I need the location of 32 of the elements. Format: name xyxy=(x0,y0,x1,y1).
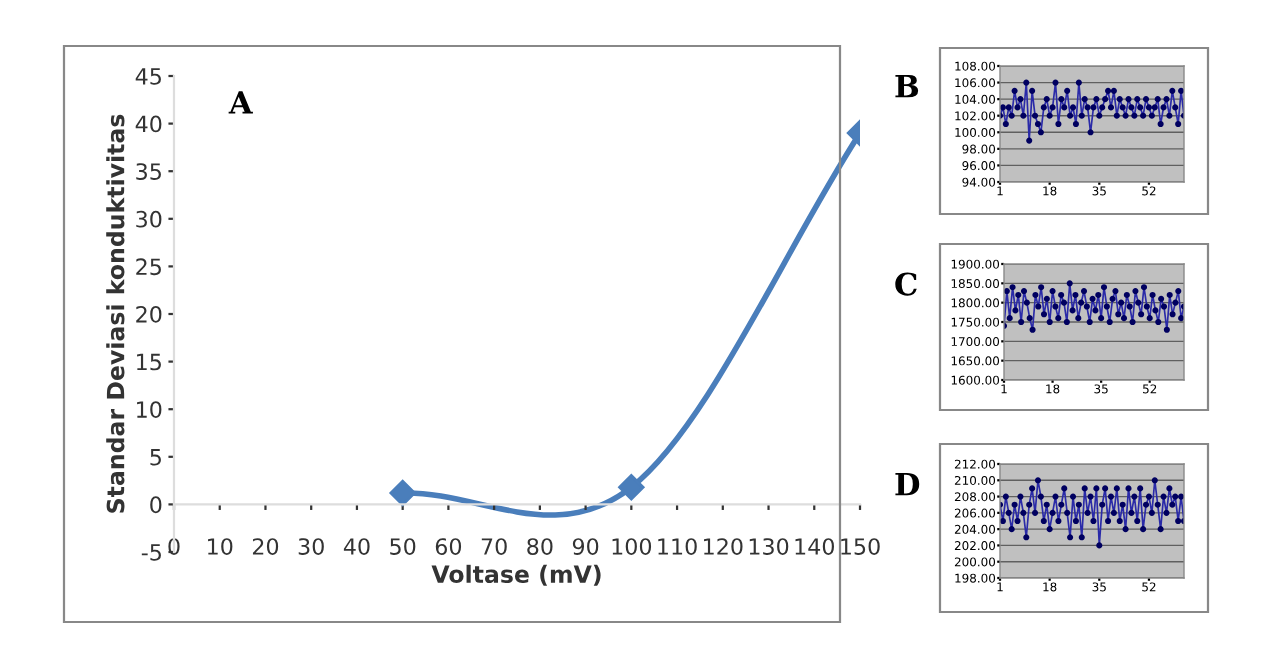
y-tick-label: 45 xyxy=(135,68,161,85)
y-tick-label: 0 xyxy=(150,496,162,514)
y-tick-label: 10 xyxy=(137,401,162,418)
text: B xyxy=(895,74,919,98)
x-tick-label: 30 xyxy=(298,538,324,555)
x-tick-label: 110 xyxy=(658,538,697,555)
y-axis-title: Standar Deviasi konduktivitas xyxy=(106,114,125,513)
annotation: A xyxy=(228,91,253,114)
y-tick-label: 40 xyxy=(135,115,162,133)
x-tick-label: 40 xyxy=(343,538,370,555)
x-tick-label: 10 xyxy=(208,538,233,555)
x-tick-label: 120 xyxy=(704,538,743,555)
y-tick-label: 5 xyxy=(150,449,161,466)
y-tick-label: 25 xyxy=(136,258,161,276)
text: C xyxy=(895,272,917,296)
y-tick-label: -5 xyxy=(141,544,161,561)
x-tick-label: 90 xyxy=(572,538,599,555)
y-tick-label: 20 xyxy=(136,305,162,323)
y-tick-label: 35 xyxy=(136,163,161,180)
x-tick-label: 100 xyxy=(612,538,652,555)
x-tick-label: 60 xyxy=(435,538,462,555)
x-tick-label: 50 xyxy=(390,538,416,555)
text: D xyxy=(895,472,920,496)
x-axis-title: Voltase (mV) xyxy=(431,564,601,586)
y-tick-label: 30 xyxy=(136,210,162,228)
x-tick-label: 20 xyxy=(252,538,279,555)
x-tick-label: 150 xyxy=(841,538,880,555)
x-tick-label: 80 xyxy=(527,538,553,555)
y-tick-label: 15 xyxy=(137,353,161,371)
x-tick-label: 140 xyxy=(795,538,834,555)
x-tick-label: 130 xyxy=(749,538,789,555)
x-tick-label: 70 xyxy=(481,538,507,555)
